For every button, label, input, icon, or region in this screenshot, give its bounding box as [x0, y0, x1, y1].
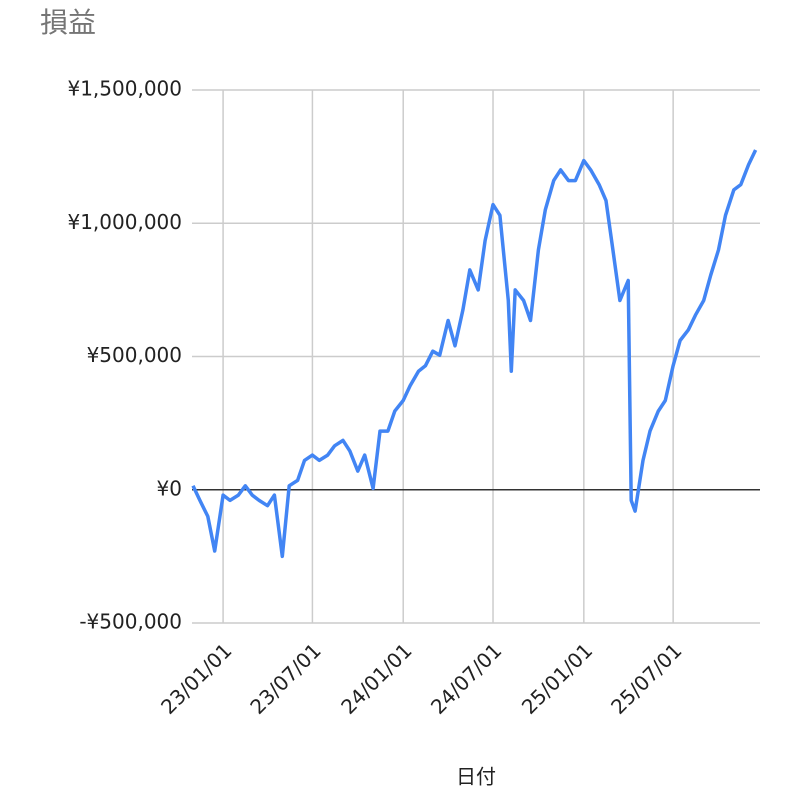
y-tick-label: ¥1,500,000 [67, 77, 182, 101]
y-tick-label: ¥1,000,000 [67, 210, 182, 234]
x-tick-label: 25/07/01 [606, 638, 686, 718]
data-line [191, 149, 758, 559]
x-axis-label: 日付 [456, 765, 496, 789]
y-tick-label: ¥0 [157, 476, 182, 500]
x-tick-label: 23/01/01 [156, 638, 236, 718]
y-tick-label: -¥500,000 [79, 610, 182, 634]
x-tick-label: 24/01/01 [336, 638, 416, 718]
x-tick-label: 25/01/01 [517, 638, 597, 718]
x-tick-label: 23/07/01 [245, 638, 325, 718]
x-tick-label: 24/07/01 [426, 638, 506, 718]
y-tick-label: ¥500,000 [87, 343, 182, 367]
chart-title: 損益 [40, 6, 96, 39]
